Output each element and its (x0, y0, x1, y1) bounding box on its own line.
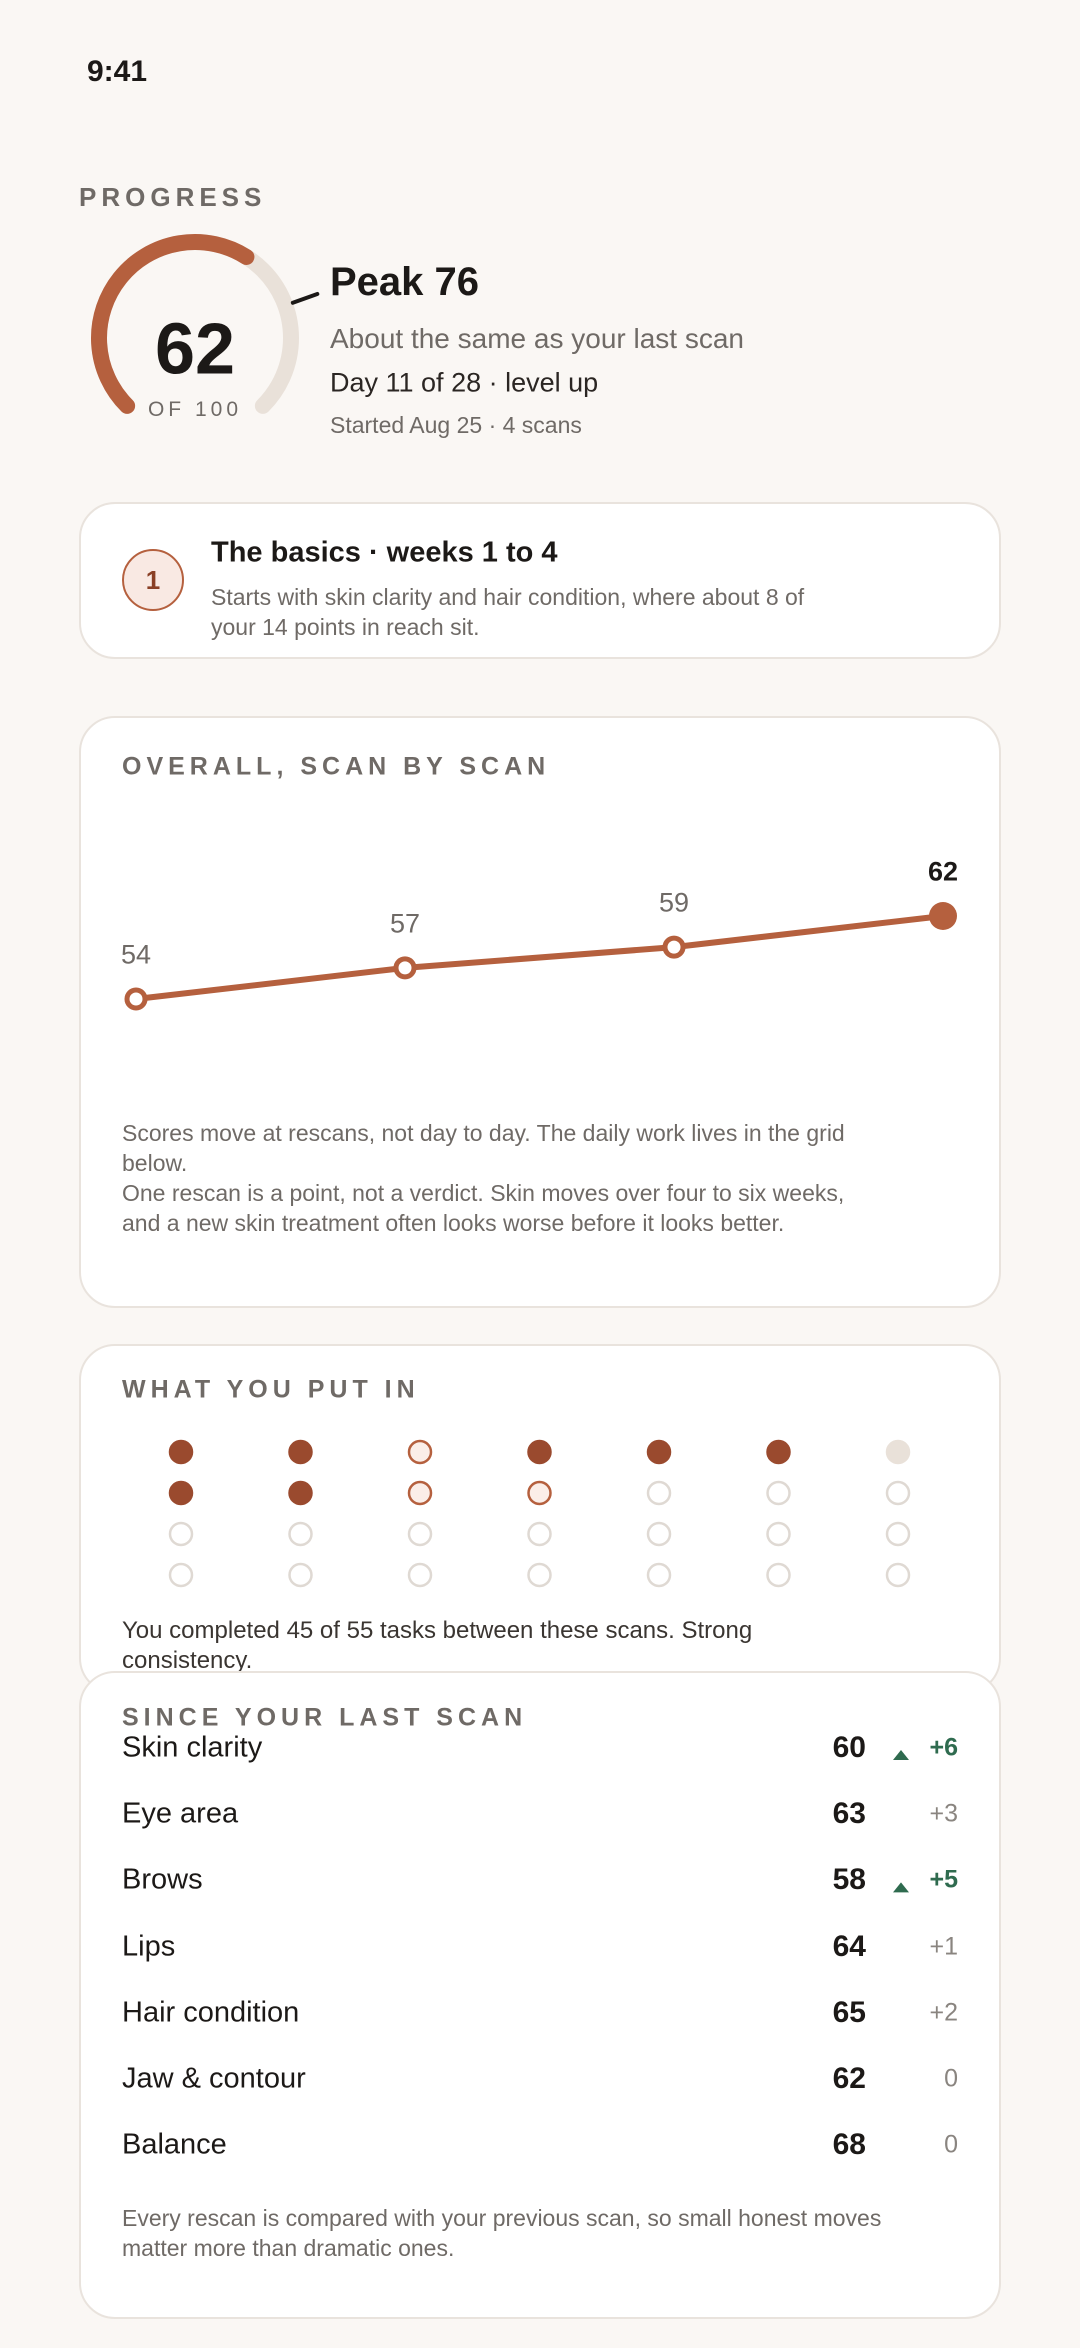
section-label: PROGRESS (79, 182, 267, 213)
metric-name: Eye area (122, 1797, 239, 1830)
effort-dot (646, 1562, 672, 1588)
gauge-fill (91, 234, 255, 414)
effort-dot (168, 1480, 194, 1506)
effort-dot (646, 1521, 672, 1547)
effort-summary: You completed 45 of 55 tasks between the… (122, 1617, 753, 1674)
metric-delta: +5 (929, 1866, 958, 1895)
changes-title: SINCE YOUR LAST SCAN (122, 1703, 528, 1732)
status-time: 9:41 (87, 54, 148, 88)
effort-dot (168, 1562, 194, 1588)
effort-dot (766, 1439, 791, 1465)
effort-dot (766, 1521, 791, 1547)
effort-dot (407, 1439, 433, 1465)
day-progress: Day 11 of 28 · level up (330, 367, 599, 398)
effort-dot (288, 1480, 313, 1506)
metric-name: Balance (122, 2128, 227, 2161)
chart-notes: Scores move at rescans, not day to day. … (122, 1118, 852, 1238)
metric-delta: +1 (929, 1932, 958, 1961)
chart-card (79, 716, 1001, 1308)
peak: Peak 76 (330, 260, 480, 304)
trend-up (893, 1750, 909, 1760)
effort-dot (527, 1439, 552, 1465)
metric-delta: +3 (929, 1799, 958, 1828)
gauge-peak-tick (290, 291, 320, 305)
metric-score: 68 (832, 2127, 866, 2161)
effort-dot (885, 1562, 911, 1588)
started: Started Aug 25 · 4 scans (330, 411, 582, 438)
metric-score: 64 (832, 1929, 866, 1963)
chart-title: OVERALL, SCAN BY SCAN (122, 752, 551, 781)
effort-dot (288, 1521, 313, 1547)
score-point (929, 902, 957, 930)
effort-dot (885, 1480, 911, 1506)
score-label: 59 (658, 887, 690, 918)
metric-name: Hair condition (122, 1996, 300, 2029)
effort-dot (527, 1562, 552, 1588)
metric-score: 65 (832, 1995, 866, 2029)
metric-score: 60 (832, 1730, 866, 1764)
effort-dot (766, 1480, 791, 1506)
effort-card (79, 1344, 1001, 1694)
gauge-score: 62 (154, 309, 236, 390)
metric-name: Brows (122, 1863, 203, 1896)
metric-score: 62 (832, 2061, 866, 2095)
effort-dot (766, 1562, 791, 1588)
effort-dot (288, 1562, 313, 1588)
changes-card (79, 1671, 1001, 2319)
score-label: 62 (927, 856, 959, 887)
metric-name: Lips (122, 1929, 176, 1962)
metric-score: 58 (832, 1863, 866, 1897)
effort-dot (527, 1521, 552, 1547)
metric-delta: +6 (929, 1733, 958, 1762)
effort-title: WHAT YOU PUT IN (122, 1375, 420, 1404)
gauge-max: OF 100 (147, 397, 243, 421)
effort-dot (407, 1480, 433, 1506)
score-point (662, 935, 686, 959)
effort-dot (646, 1480, 672, 1506)
score-point (124, 987, 148, 1011)
changes-footer: Every rescan is compared with your previ… (122, 2205, 882, 2261)
phase-card (79, 502, 1001, 659)
comparison: About the same as your last scan (330, 322, 744, 354)
score-label: 57 (389, 908, 421, 939)
phase-badge: 1 (122, 549, 184, 611)
phase-title: The basics · weeks 1 to 4 (211, 536, 558, 569)
metric-name: Jaw & contour (122, 2062, 306, 2095)
effort-dot (527, 1480, 552, 1506)
metric-score: 63 (832, 1796, 866, 1830)
score-point (393, 956, 417, 980)
chart-note: Scores move at rescans, not day to day. … (122, 1120, 845, 1176)
score-line (135, 913, 944, 1002)
metric-delta: 0 (944, 2064, 958, 2093)
trend-up (893, 1882, 909, 1893)
effort-dot (168, 1521, 194, 1547)
effort-dot (646, 1439, 672, 1465)
score-label: 54 (120, 939, 152, 970)
metric-name: Skin clarity (122, 1731, 263, 1764)
metric-delta: +2 (929, 1998, 958, 2027)
effort-dot (407, 1562, 433, 1588)
chart-note: One rescan is a point, not a verdict. Sk… (122, 1180, 845, 1236)
effort-dot (885, 1439, 911, 1465)
effort-dot (407, 1521, 433, 1547)
phase-body: Starts with skin clarity and hair condit… (211, 584, 805, 640)
metric-delta: 0 (944, 2130, 958, 2159)
effort-dot (288, 1439, 313, 1465)
effort-dot (168, 1439, 194, 1465)
effort-dot (885, 1521, 911, 1547)
